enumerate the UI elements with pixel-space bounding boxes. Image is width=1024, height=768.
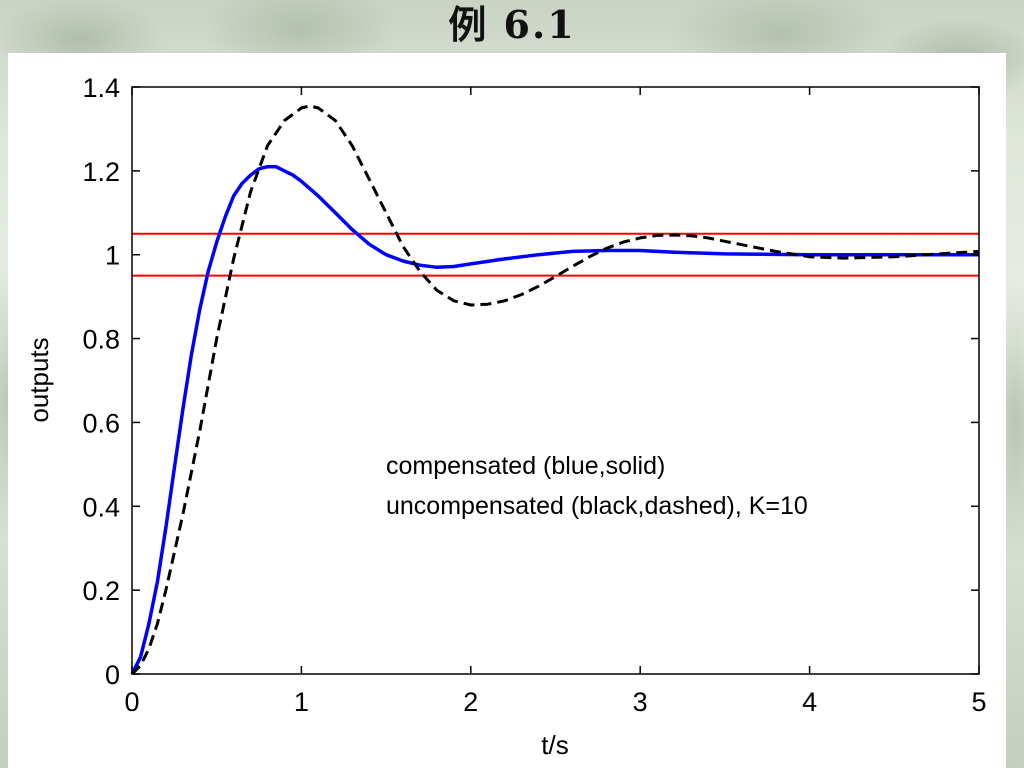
axis-ticks: [131, 86, 980, 675]
slide-title: 例 6.1: [448, 2, 576, 47]
plot-frame: [131, 86, 980, 675]
y-tick-label: 0.4: [82, 492, 120, 522]
x-tick-label: 2: [463, 687, 478, 717]
x-tick-label: 4: [802, 687, 817, 717]
y-tick-label: 0.2: [82, 576, 120, 606]
x-tick-labels: 0 1 2 3 4 5: [124, 687, 986, 717]
y-tick-label: 0.6: [82, 408, 120, 438]
reference-lines: [132, 232, 979, 277]
x-tick-label: 1: [294, 687, 309, 717]
x-tick-label: 0: [124, 687, 139, 717]
annotation-compensated: compensated (blue,solid): [386, 452, 665, 480]
y-axis-label: outputs: [24, 337, 54, 422]
y-tick-label: 0.8: [82, 325, 120, 355]
x-tick-label: 3: [633, 687, 648, 717]
annotation-uncompensated: uncompensated (black,dashed), K=10: [386, 492, 808, 520]
y-tick-label: 1: [105, 241, 120, 271]
series-layer: [130, 104, 980, 676]
series-line-compensated: [130, 164, 979, 675]
plot-area: [132, 87, 979, 674]
y-tick-label: 1.2: [82, 157, 120, 187]
x-axis-label: t/s: [541, 730, 568, 760]
y-tick-label: 0: [105, 660, 120, 690]
y-tick-labels: 0 0.2 0.4 0.6 0.8 1 1.2 1.4: [82, 73, 120, 690]
x-tick-label: 5: [971, 687, 986, 717]
y-tick-label: 1.4: [82, 73, 120, 103]
